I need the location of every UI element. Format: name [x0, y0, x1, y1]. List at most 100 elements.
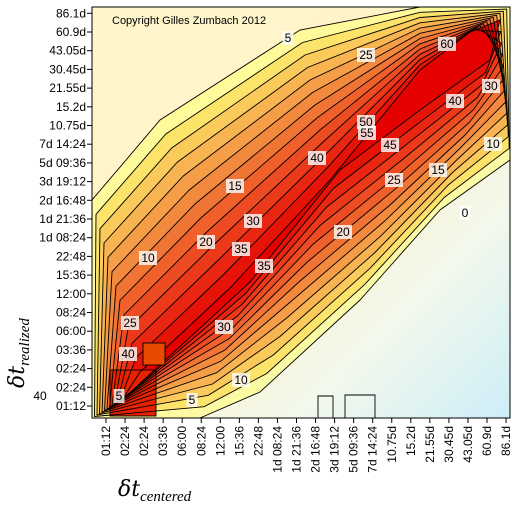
svg-text:10: 10: [141, 251, 155, 265]
contour-line: [121, 19, 501, 401]
x-tick-label: 43.05d: [461, 426, 475, 463]
x-tick-label: 60.9d: [480, 426, 494, 456]
contour-label: 20: [334, 225, 352, 239]
svg-text:δtcentered: δtcentered: [118, 477, 192, 505]
x-tick-label: 3d 19:12: [328, 426, 342, 473]
y-tick-label: 02:24: [56, 380, 86, 394]
contour-label: 25: [385, 173, 403, 187]
contour-line: [317, 395, 334, 418]
contour-line: [99, 12, 508, 415]
svg-text:50: 50: [359, 115, 373, 129]
contour-line: [119, 29, 502, 402]
svg-text:5: 5: [189, 393, 196, 407]
y-tick-label: 10.75d: [49, 119, 86, 133]
contour-label: 25: [357, 48, 375, 62]
plot-area: [91, 6, 511, 419]
svg-text:40: 40: [33, 389, 47, 403]
x-tick-label: 1d 08:24: [270, 426, 284, 473]
svg-text:30: 30: [484, 79, 498, 93]
heat-band: [122, 20, 500, 400]
contour-line: [92, 7, 510, 418]
contour-label: 10: [484, 137, 502, 151]
svg-text:10: 10: [486, 137, 500, 151]
x-axis-ticks: 01:12 02:24 02:24 03:36 06:00 08:24 12:00 15:36…: [99, 418, 512, 473]
x-tick-label: 12:00: [213, 426, 227, 456]
y-tick-label: 06:00: [56, 324, 86, 338]
contour-line: [142, 342, 166, 366]
y-tick-label: 60.9d: [56, 25, 86, 39]
svg-text:25: 25: [123, 316, 137, 330]
y-axis-label: δtrealized: [5, 318, 33, 388]
x-tick-label: 02:24: [137, 426, 151, 456]
contour-line: [116, 27, 503, 405]
y-tick-label: 1d 21:36: [39, 212, 86, 226]
x-tick-label: 5d 09:36: [347, 426, 361, 473]
svg-text:20: 20: [336, 225, 350, 239]
contour-line: [109, 369, 157, 417]
y-tick-label: 03:36: [56, 343, 86, 357]
contour-label: 5: [282, 31, 294, 45]
x-tick-label: 15:36: [232, 426, 246, 456]
contour-label: 0: [459, 206, 471, 220]
contour-label: 30: [215, 320, 233, 334]
svg-text:5: 5: [285, 31, 292, 45]
y-tick-label: 08:24: [56, 306, 86, 320]
x-tick-label: 01:12: [99, 426, 113, 456]
svg-text:35: 35: [257, 259, 271, 273]
x-axis-label: δtcentered: [118, 477, 192, 505]
y-tick-label: 02:24: [56, 362, 86, 376]
contour-label: 20: [197, 235, 215, 249]
svg-text:15: 15: [228, 179, 242, 193]
contour-line: [96, 10, 509, 416]
y-tick-label: 22:48: [56, 249, 86, 263]
x-tick-label: 22:48: [251, 426, 265, 456]
x-tick-label: 10.75d: [385, 426, 399, 463]
y-tick-label: 21.55d: [49, 81, 86, 95]
x-tick-label: 2d 16:48: [309, 426, 323, 473]
x-axis-label-subscript: centered: [140, 489, 192, 505]
contour-label: 45: [381, 138, 399, 152]
y-tick-label: 15.2d: [56, 100, 86, 114]
contour-label: 40: [446, 94, 464, 108]
x-tick-label: 21.55d: [423, 426, 437, 463]
contour-label: 15: [429, 163, 447, 177]
svg-text:25: 25: [387, 173, 401, 187]
y-tick-label: 12:00: [56, 287, 86, 301]
svg-text:30: 30: [246, 214, 260, 228]
x-tick-label: 06:00: [175, 426, 189, 456]
contour-label: 30: [244, 214, 262, 228]
x-tick-label: 08:24: [194, 426, 208, 456]
y-axis-label-subscript: realized: [17, 318, 33, 366]
plot-frame: [91, 6, 511, 419]
contour-line: [94, 8, 510, 417]
contour-line: [344, 394, 376, 418]
x-axis-label-symbol: δt: [118, 477, 140, 502]
contour-label: 35: [255, 259, 273, 273]
x-tick-label: 7d 14:24: [366, 426, 380, 473]
y-axis-ticks: 01:12 02:24 02:24 03:36 06:00 08:24 12:00 15:36…: [39, 6, 92, 413]
svg-text:40: 40: [121, 347, 135, 361]
y-tick-label: 1d 08:24: [39, 231, 86, 245]
contour-label: 35: [232, 242, 250, 256]
contour-label: 5: [186, 393, 198, 407]
svg-text:0: 0: [462, 206, 469, 220]
y-tick-label: 2d 16:48: [39, 193, 86, 207]
contour-label: 10: [139, 251, 157, 265]
copyright-notice: Copyright Gilles Zumbach 2012: [112, 15, 266, 27]
contour-label: 50: [357, 115, 375, 129]
svg-text:60: 60: [440, 37, 454, 51]
svg-text:55: 55: [360, 126, 374, 140]
x-tick-label: 03:36: [156, 426, 170, 456]
contour-label: 10: [232, 373, 250, 387]
svg-text:35: 35: [234, 242, 248, 256]
y-tick-label: 30.45d: [49, 62, 86, 76]
svg-text:15: 15: [431, 163, 445, 177]
svg-text:20: 20: [199, 235, 213, 249]
y-tick-label: 43.05d: [49, 44, 86, 58]
y-axis-label-symbol: δt: [5, 366, 30, 388]
x-tick-label: 86.1d: [499, 426, 512, 456]
x-tick-label: 15.2d: [404, 426, 418, 456]
svg-text:40: 40: [310, 151, 324, 165]
